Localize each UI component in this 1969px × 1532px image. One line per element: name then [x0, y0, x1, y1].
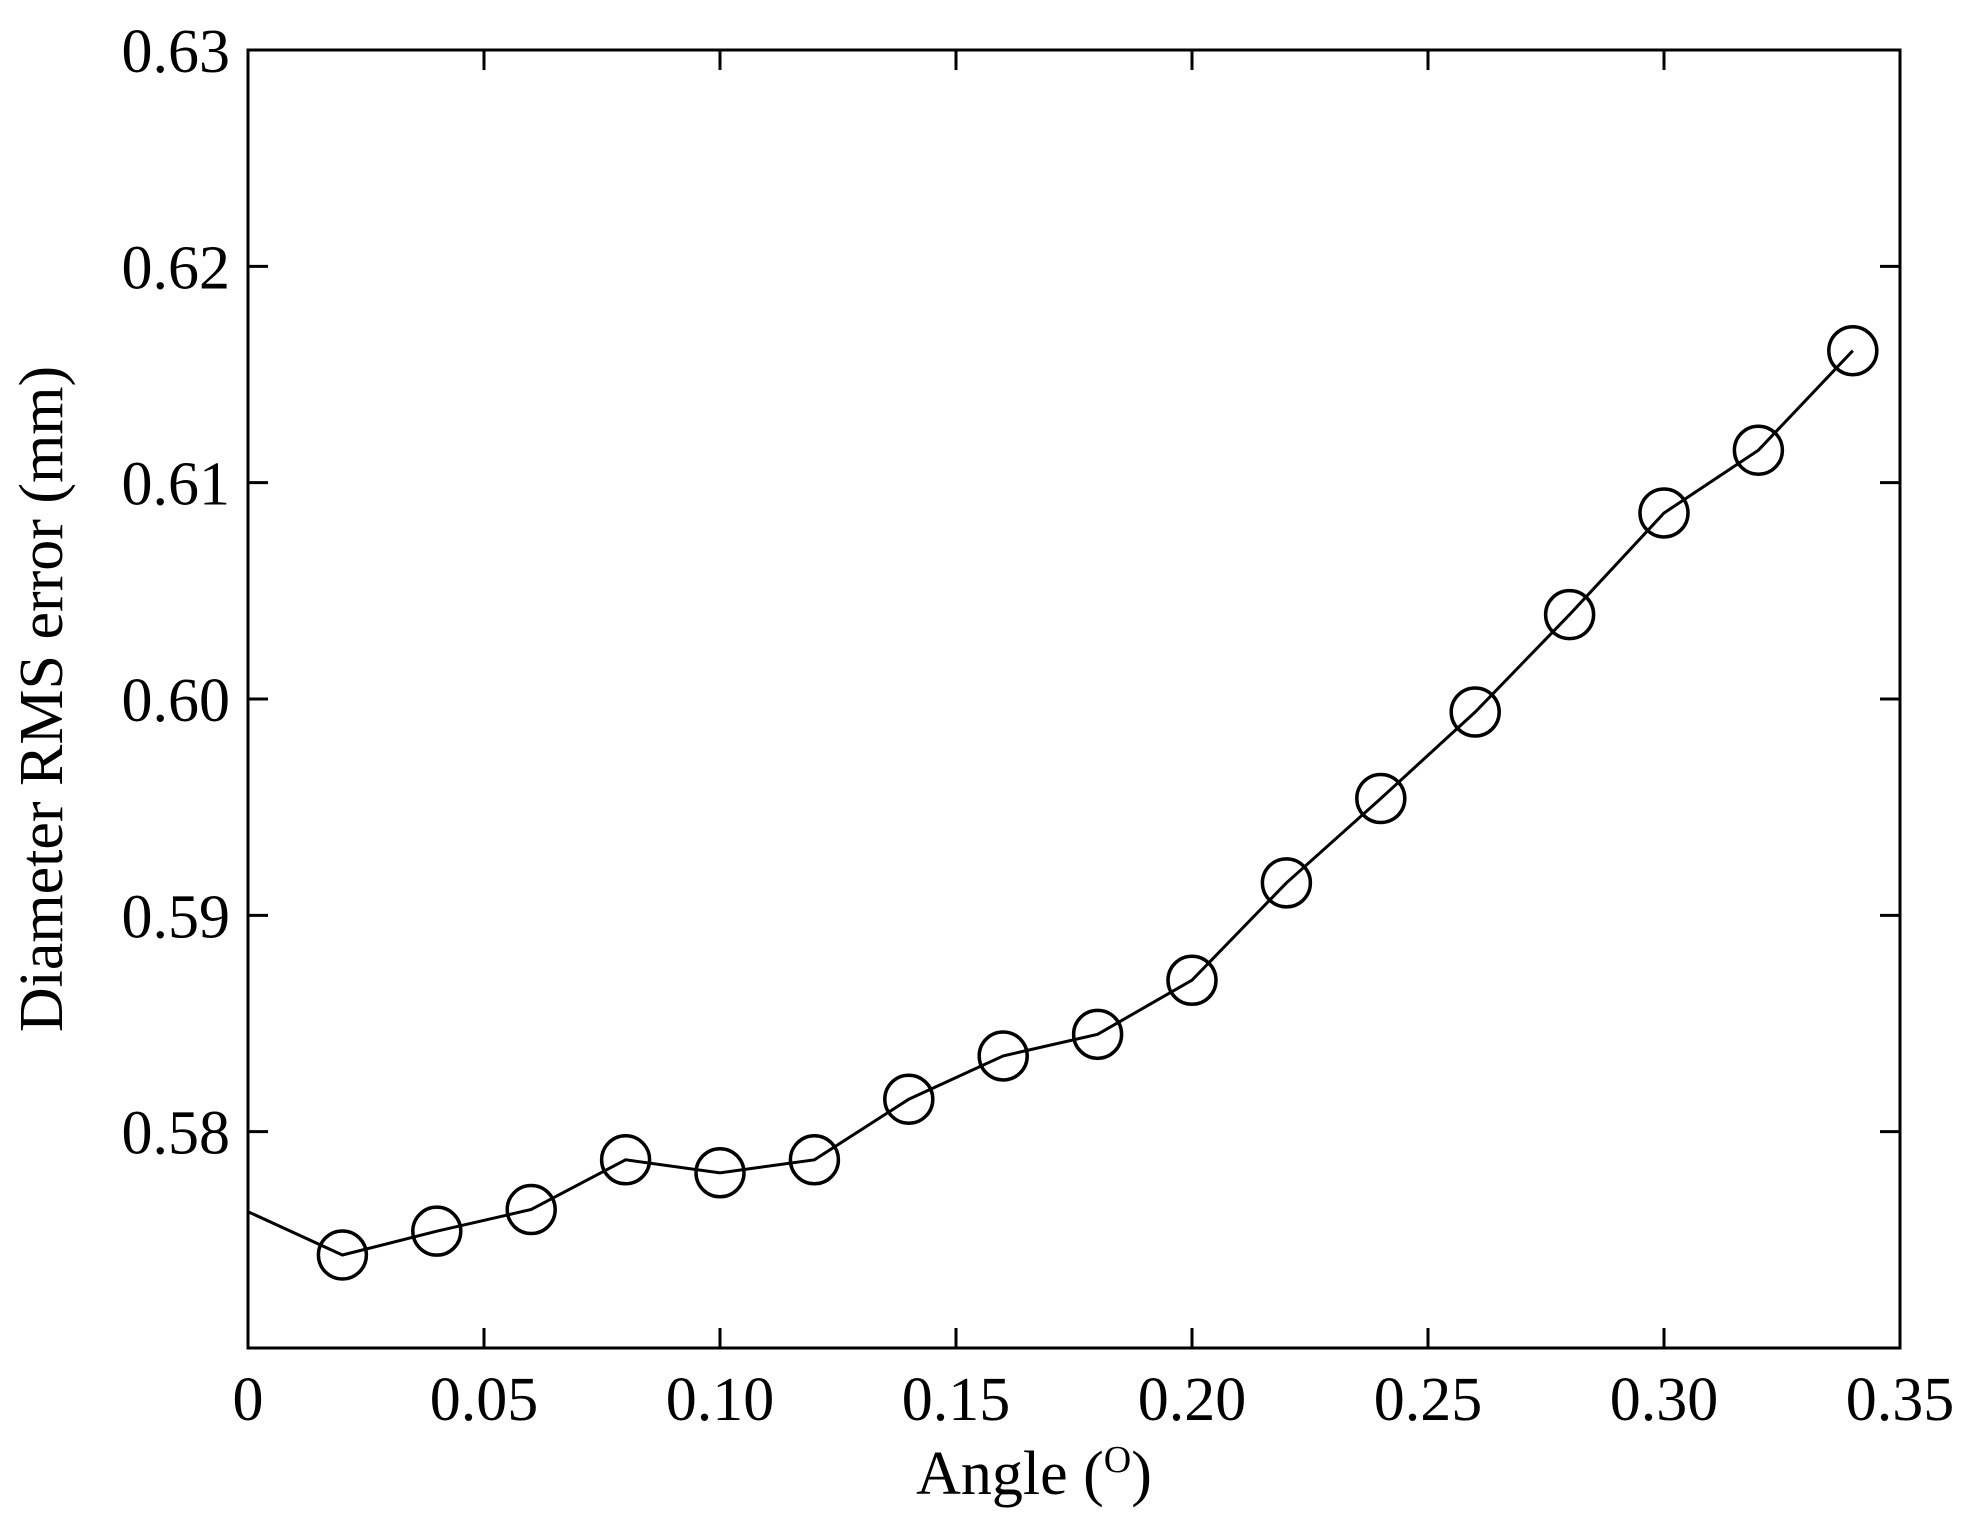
- data-point-marker: [316, 1229, 369, 1281]
- x-axis-title-close: ): [1131, 1440, 1152, 1508]
- x-tick-label: 0.05: [430, 1366, 539, 1434]
- y-tick-label: 0.62: [122, 234, 231, 302]
- y-tick-label: 0.58: [122, 1100, 231, 1168]
- data-point-marker: [1071, 1008, 1124, 1061]
- x-axis-title: Angle (O): [916, 1439, 1152, 1508]
- data-point-marker: [1638, 487, 1690, 539]
- data-point-marker: [1732, 424, 1785, 476]
- y-tick-label: 0.63: [122, 18, 231, 86]
- data-point-marker: [599, 1134, 652, 1186]
- data-point-marker: [1543, 588, 1596, 641]
- x-tick-label: 0.30: [1610, 1366, 1719, 1434]
- y-axis-title: Diameter RMS error (mm): [8, 366, 76, 1032]
- x-tick-label: 0.15: [902, 1366, 1011, 1434]
- data-point-marker: [1166, 954, 1218, 1006]
- y-axis: 0.58 0.59 0.60 0.61 0.62 0.63: [122, 18, 1900, 1168]
- data-point-marker: [411, 1205, 463, 1257]
- x-tick-label: 0.35: [1846, 1366, 1955, 1434]
- x-axis-title-unit: O: [1104, 1439, 1131, 1481]
- data-point-marker: [1260, 857, 1313, 909]
- series-line: [247, 349, 1854, 1257]
- data-point-marker: [788, 1134, 841, 1186]
- data-point-marker: [505, 1183, 557, 1236]
- x-tick-label: 0.10: [666, 1366, 775, 1434]
- data-point-marker: [694, 1147, 746, 1199]
- x-axis-title-main: Angle (: [916, 1440, 1104, 1508]
- x-tick-label: 0.20: [1138, 1366, 1247, 1434]
- x-tick-label: 0.25: [1374, 1366, 1483, 1434]
- y-tick-label: 0.60: [122, 667, 231, 735]
- data-point-marker: [883, 1073, 935, 1125]
- data-point-marker: [1355, 772, 1407, 825]
- plot-frame: [246, 48, 1902, 1350]
- data-point-marker: [1449, 686, 1501, 738]
- y-tick-label: 0.61: [122, 451, 231, 519]
- x-tick-label: 0: [233, 1366, 264, 1434]
- series-layer: [247, 324, 1879, 1281]
- y-tick-label: 0.59: [122, 883, 231, 951]
- data-point-marker: [1827, 324, 1879, 377]
- data-point-marker: [977, 1030, 1029, 1082]
- x-axis: 0 0.05 0.10 0.15 0.20 0.25 0.30 0.35: [233, 50, 1955, 1434]
